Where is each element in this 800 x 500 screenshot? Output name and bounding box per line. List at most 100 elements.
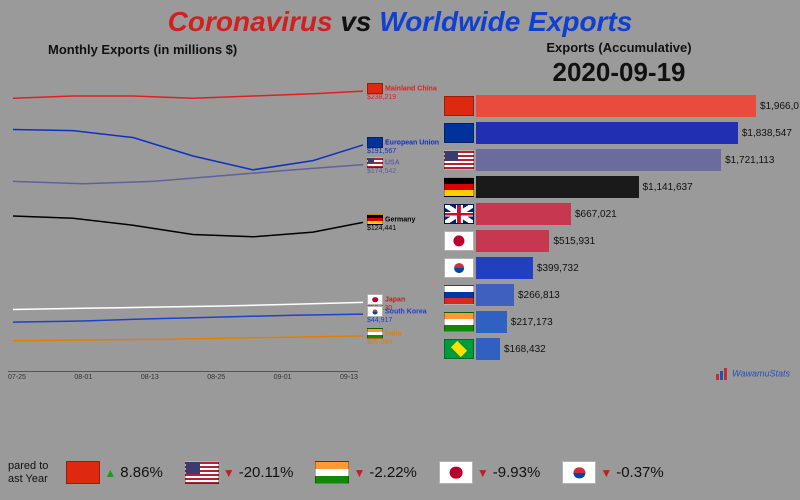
flag-icon <box>367 328 383 339</box>
flag-icon <box>444 231 474 251</box>
title-part-2: Worldwide Exports <box>379 6 632 37</box>
flag-icon <box>439 461 473 484</box>
series-label-de: Germany$124,441 <box>367 214 415 233</box>
bar-value: $1,966,0 <box>756 95 799 117</box>
bar-value: $1,838,547 <box>738 122 792 144</box>
footer-item: ▼ -0.37% <box>562 461 663 484</box>
series-label-cn: Mainland China$238,219 <box>367 83 437 102</box>
line-chart-panel: Monthly Exports (in millions $) 07-25 08-… <box>0 40 440 440</box>
main-title: Coronavirus vs Worldwide Exports <box>0 0 800 40</box>
bar-fill <box>476 257 533 279</box>
bar-fill <box>476 122 738 144</box>
bar-fill <box>476 203 571 225</box>
x-tick: 08-01 <box>74 374 92 381</box>
footer: pared to ast Year ▲8.86%▼-20.11%▼-2.22%▼… <box>0 444 800 500</box>
title-vs: vs <box>333 6 380 37</box>
footer-item: ▼ -9.93% <box>439 461 540 484</box>
bar-row: $515,931 <box>444 229 794 253</box>
flag-icon <box>444 123 474 143</box>
flag-icon <box>444 150 474 170</box>
flag-icon <box>444 258 474 278</box>
pct-value: -0.37% <box>616 464 664 481</box>
bar-fill <box>476 311 507 333</box>
line-chart-title: Monthly Exports (in millions $) <box>48 42 432 57</box>
x-axis: 07-25 08-01 08-13 08-25 09-01 09-13 <box>8 371 358 381</box>
flag-icon <box>367 306 383 317</box>
bar-value: $399,732 <box>533 257 579 279</box>
logo-icon <box>716 368 730 380</box>
bar-value: $266,813 <box>514 284 560 306</box>
bar-row: $168,432 <box>444 337 794 361</box>
bar-chart-title: Exports (Accumulative) <box>444 40 794 55</box>
pct-value: -20.11% <box>239 464 294 481</box>
pct-value: 8.86% <box>120 464 163 481</box>
bar-row: $1,966,0 <box>444 94 794 118</box>
flag-icon <box>444 204 474 224</box>
series-label-us: USA$174,542 <box>367 157 400 176</box>
bar-list: $1,966,0 $1,838,547 $1,721,113 $1,141,63… <box>444 94 794 361</box>
line-chart: 07-2508-0108-1308-2509-0109-13 Mainland … <box>8 61 428 381</box>
flag-icon <box>562 461 596 484</box>
bar-chart-panel: Exports (Accumulative) 2020-09-19 $1,966… <box>440 40 800 440</box>
bar-fill <box>476 176 639 198</box>
pct-value: -2.22% <box>369 464 417 481</box>
bar-row: $217,173 <box>444 310 794 334</box>
line-us <box>13 165 363 184</box>
bar-row: $1,721,113 <box>444 148 794 172</box>
line-in <box>13 336 363 341</box>
footer-item: ▲ 8.86% <box>66 461 162 484</box>
flag-icon <box>367 214 383 225</box>
flag-icon <box>315 461 349 484</box>
arrow-down-icon: ▼ <box>223 466 235 480</box>
bar-track: $1,966,0 <box>476 95 794 117</box>
flag-icon <box>444 96 474 116</box>
arrow-up-icon: ▲ <box>104 466 116 480</box>
logo: WawamuStats <box>716 368 790 380</box>
bar-value: $168,432 <box>500 338 546 360</box>
flag-icon <box>367 294 383 305</box>
bar-track: $399,732 <box>476 257 794 279</box>
x-tick: 08-25 <box>207 374 225 381</box>
flag-icon <box>444 177 474 197</box>
bar-value: $515,931 <box>549 230 595 252</box>
title-part-1: Coronavirus <box>168 6 333 37</box>
series-label-in: India$25,984 <box>367 328 401 347</box>
footer-label: pared to ast Year <box>8 460 48 484</box>
bar-track: $1,838,547 <box>476 122 794 144</box>
line-de <box>13 216 363 237</box>
bar-fill <box>476 95 756 117</box>
bar-fill <box>476 230 549 252</box>
bar-value: $217,173 <box>507 311 553 333</box>
line-eu <box>13 129 363 169</box>
x-tick: 07-25 <box>8 374 26 381</box>
bar-row: $399,732 <box>444 256 794 280</box>
arrow-down-icon: ▼ <box>353 466 365 480</box>
line-kr <box>13 314 363 322</box>
series-label-kr: South Korea$44,917 <box>367 306 427 325</box>
bar-track: $266,813 <box>476 284 794 306</box>
series-label-eu: European Union$191,567 <box>367 137 439 156</box>
arrow-down-icon: ▼ <box>600 466 612 480</box>
arrow-down-icon: ▼ <box>477 466 489 480</box>
footer-item: ▼ -20.11% <box>185 461 294 484</box>
flag-icon <box>367 83 383 94</box>
bar-fill <box>476 284 514 306</box>
x-tick: 09-01 <box>274 374 292 381</box>
bar-fill <box>476 149 721 171</box>
x-tick: 09-13 <box>340 374 358 381</box>
bar-value: $667,021 <box>571 203 617 225</box>
x-tick: 08-13 <box>141 374 159 381</box>
line-jp <box>13 302 363 309</box>
line-cn <box>13 91 363 98</box>
bar-row: $1,838,547 <box>444 121 794 145</box>
pct-value: -9.93% <box>493 464 541 481</box>
bar-track: $667,021 <box>476 203 794 225</box>
bar-fill <box>476 338 500 360</box>
footer-item: ▼ -2.22% <box>315 461 416 484</box>
flag-icon <box>444 339 474 359</box>
bar-row: $266,813 <box>444 283 794 307</box>
logo-text: WawamuStats <box>732 368 790 378</box>
bar-track: $168,432 <box>476 338 794 360</box>
bar-row: $667,021 <box>444 202 794 226</box>
flag-icon <box>66 461 100 484</box>
